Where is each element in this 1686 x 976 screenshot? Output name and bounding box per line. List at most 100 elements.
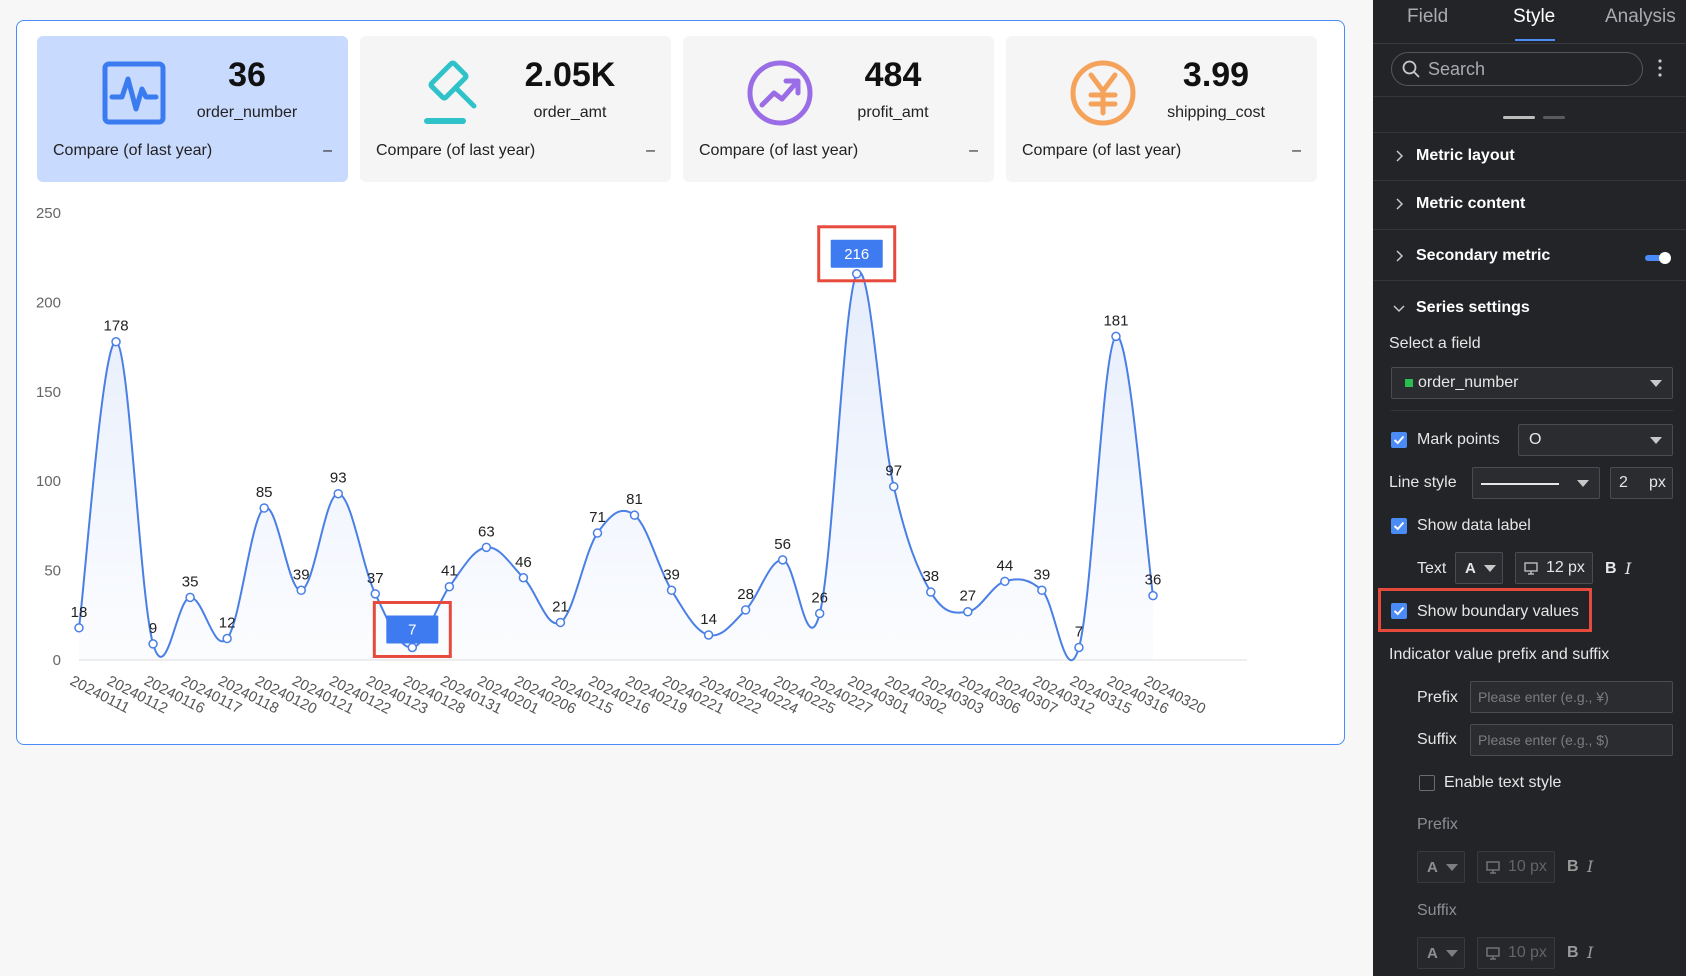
mark-point <box>481 542 492 553</box>
italic-button[interactable]: I <box>1625 559 1632 578</box>
y-tick-label: 0 <box>53 652 61 669</box>
mark-point <box>444 581 455 592</box>
show-boundary-values-checkbox[interactable] <box>1391 603 1407 619</box>
mark-points-checkbox[interactable] <box>1391 432 1407 448</box>
tab-field[interactable]: Field <box>1407 6 1449 27</box>
divider <box>1373 180 1686 181</box>
data-label: 26 <box>811 590 828 607</box>
data-label: 27 <box>959 588 976 605</box>
section-secondary-metric[interactable]: Secondary metric <box>1416 247 1551 264</box>
series-area <box>79 271 1153 661</box>
data-label: 97 <box>885 463 902 480</box>
suffix-placeholder: Please enter (e.g., $) <box>1478 732 1609 748</box>
boundary-tag <box>830 239 883 268</box>
kpi-card-shipping-cost[interactable]: 3.99 shipping_cost Compare (of last year… <box>1006 36 1317 182</box>
kpi-compare: Compare (of last year) <box>53 142 213 159</box>
trend-up-icon <box>747 60 813 126</box>
selected-field: order_number <box>1418 374 1519 391</box>
enable-text-style-checkbox[interactable] <box>1419 775 1435 791</box>
divider <box>1373 280 1686 281</box>
data-label: 81 <box>626 491 643 508</box>
prefix-italic-button[interactable]: I <box>1587 857 1594 876</box>
data-label: 178 <box>104 318 129 335</box>
prefix-font-color-select[interactable]: A <box>1417 851 1465 883</box>
suffix-input[interactable]: Please enter (e.g., $) <box>1470 724 1673 756</box>
pulse-icon <box>102 61 166 125</box>
chart-widget[interactable]: 36 order_number Compare (of last year) –… <box>16 20 1345 745</box>
mark-point <box>814 608 825 619</box>
mark-point <box>1000 576 1010 587</box>
y-tick-label: 150 <box>36 384 61 401</box>
canvas-area: 36 order_number Compare (of last year) –… <box>16 20 1345 745</box>
text-size-input[interactable]: 12 px <box>1515 552 1593 584</box>
mark-point <box>148 639 158 649</box>
data-label: 71 <box>589 509 606 526</box>
prefix-size-value: 10 <box>1508 858 1526 875</box>
chevron-down-icon <box>1577 480 1589 487</box>
mark-point <box>1111 331 1121 342</box>
kpi-card-profit-amt[interactable]: 484 profit_amt Compare (of last year) – <box>683 36 994 182</box>
line-chart[interactable]: 0 50 100 150 200 250 18 178 9 35 12 85 39 93 37 41 63 46… <box>17 196 1343 741</box>
kpi-compare-value: – <box>1292 142 1301 159</box>
prefix-input[interactable]: Please enter (e.g., ¥) <box>1470 681 1673 713</box>
prefix-placeholder: Please enter (e.g., ¥) <box>1478 689 1609 705</box>
chevron-right-icon[interactable] <box>1393 198 1405 210</box>
search-input[interactable]: Search <box>1391 52 1643 86</box>
more-options-icon[interactable] <box>1657 58 1663 78</box>
data-label: 39 <box>1034 566 1051 583</box>
secondary-metric-toggle[interactable] <box>1645 252 1671 264</box>
mark-point <box>703 630 714 640</box>
prefix-bold-button[interactable]: B <box>1567 858 1579 875</box>
kpi-value: 484 <box>864 56 922 94</box>
prefix-size-input[interactable]: 10 px <box>1477 851 1555 883</box>
kpi-value: 2.05K <box>524 56 616 94</box>
mark-point <box>889 481 899 492</box>
data-label: 28 <box>737 586 754 603</box>
font-a-icon: A <box>1465 560 1476 577</box>
active-tab-indicator <box>1515 39 1555 41</box>
mark-points-label: Mark points <box>1417 431 1500 448</box>
text-size-unit: px <box>1568 559 1585 576</box>
line-style-select[interactable] <box>1472 467 1600 499</box>
field-select[interactable]: order_number <box>1391 367 1673 399</box>
kpi-card-order-amt[interactable]: 2.05K order_amt Compare (of last year) – <box>360 36 671 182</box>
y-tick-label: 250 <box>36 205 61 222</box>
suffix-font-color-select[interactable]: A <box>1417 937 1465 969</box>
tab-analysis[interactable]: Analysis <box>1605 6 1676 27</box>
suffix-italic-button[interactable]: I <box>1587 943 1594 962</box>
chevron-down-icon <box>1446 864 1458 871</box>
hammer-icon <box>424 60 477 124</box>
show-data-label-checkbox[interactable] <box>1391 518 1407 534</box>
prefix-size-unit: px <box>1530 858 1547 875</box>
prefix-label: Prefix <box>1417 689 1458 706</box>
bold-button[interactable]: B <box>1605 560 1617 577</box>
mark-point-shape-select[interactable]: O <box>1518 424 1673 456</box>
mark-point <box>592 528 603 538</box>
suffix-bold-button[interactable]: B <box>1567 944 1579 961</box>
kpi-card-order-number[interactable]: 36 order_number Compare (of last year) – <box>37 36 348 182</box>
show-boundary-values-label: Show boundary values <box>1417 603 1579 620</box>
mark-point-shape: O <box>1529 431 1542 448</box>
monitor-icon <box>1486 861 1500 874</box>
chevron-right-icon[interactable] <box>1393 250 1405 262</box>
chevron-right-icon[interactable] <box>1393 150 1405 162</box>
section-series-settings[interactable]: Series settings <box>1416 299 1530 316</box>
chevron-down-icon[interactable] <box>1393 302 1405 314</box>
data-label: 39 <box>663 566 680 583</box>
section-metric-layout[interactable]: Metric layout <box>1416 147 1515 164</box>
suffix-size-input[interactable]: 10 px <box>1477 937 1555 969</box>
suffix-size-unit: px <box>1530 944 1547 961</box>
font-color-select[interactable]: A <box>1455 552 1503 584</box>
scroll-handle[interactable] <box>1503 116 1535 119</box>
kpi-compare: Compare (of last year) <box>699 142 859 159</box>
scroll-handle-secondary <box>1543 116 1565 119</box>
y-tick-label: 100 <box>36 473 61 490</box>
kpi-value: 3.99 <box>1182 56 1250 94</box>
section-metric-content[interactable]: Metric content <box>1416 195 1526 212</box>
data-label: 41 <box>441 563 458 580</box>
tab-style[interactable]: Style <box>1513 6 1556 27</box>
line-width-input[interactable]: 2 px <box>1610 467 1673 499</box>
panel-tabs: Field Style Analysis <box>1373 0 1686 44</box>
data-label: 38 <box>922 568 939 585</box>
text-size-value: 12 <box>1546 559 1564 576</box>
